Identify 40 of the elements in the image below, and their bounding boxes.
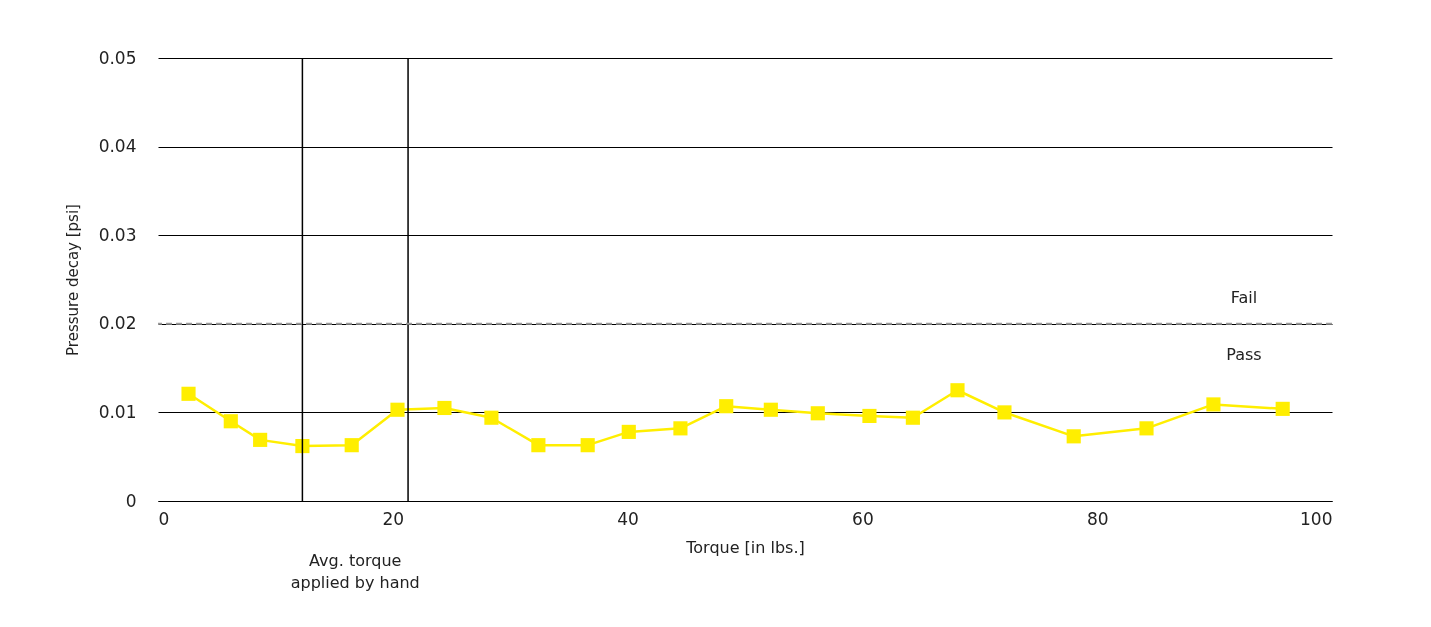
point	[390, 402, 405, 417]
x-tick-label: 60	[852, 508, 874, 529]
point	[862, 408, 877, 424]
point	[484, 410, 499, 425]
annotation: Pass	[1226, 344, 1262, 364]
point	[673, 421, 688, 436]
point	[1275, 401, 1290, 416]
point	[253, 432, 268, 447]
y-tick-label: 0.02	[98, 313, 137, 334]
y-tick-label: 0.05	[98, 47, 137, 68]
point	[621, 424, 636, 439]
point	[1066, 429, 1081, 444]
point	[437, 400, 452, 416]
annotation: Fail	[1230, 287, 1258, 307]
point	[763, 402, 778, 417]
y-tick-label: 0	[125, 490, 137, 511]
point	[997, 405, 1012, 420]
point	[1139, 421, 1154, 436]
x-tick-label: 100	[1300, 508, 1333, 529]
x-tick-label: 40	[617, 508, 639, 529]
point	[223, 414, 238, 429]
point	[295, 439, 310, 454]
y-tick-label: 0.04	[98, 136, 137, 157]
point	[810, 406, 825, 421]
point	[950, 383, 965, 398]
point	[905, 410, 920, 425]
text: Avg. torque applied by hand	[290, 551, 420, 592]
point	[181, 386, 196, 401]
y-axis-title: Pressure decay [psi]	[63, 204, 82, 356]
y-tick-label: 0.03	[98, 224, 137, 245]
x-tick-label: 20	[382, 508, 405, 529]
x-tick-label: 0	[158, 508, 170, 529]
point	[344, 438, 359, 453]
point	[1206, 397, 1221, 412]
point	[719, 399, 734, 414]
y-tick-label: 0.01	[98, 401, 137, 422]
x-tick-label: 80	[1086, 508, 1109, 529]
point	[580, 438, 595, 453]
point	[531, 438, 546, 453]
x-axis-title: Torque [in lbs.]	[685, 537, 805, 557]
